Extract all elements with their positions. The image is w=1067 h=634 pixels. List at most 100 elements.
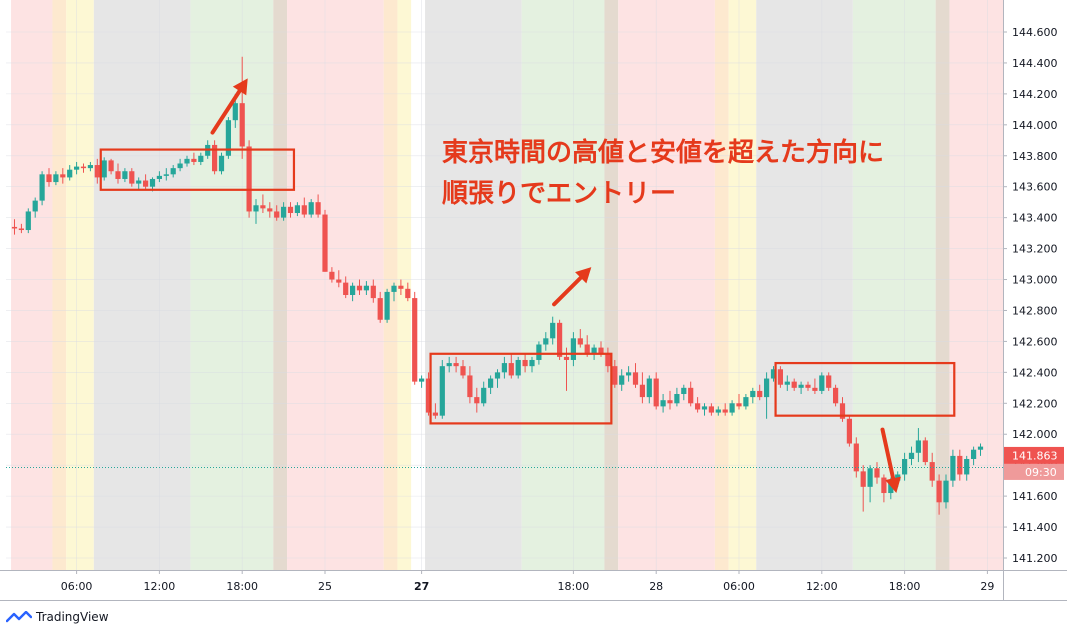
candle-body bbox=[218, 155, 225, 172]
candle-body bbox=[370, 285, 376, 299]
price-tick-label: 143.600 bbox=[1012, 181, 1058, 194]
price-tick-label: 143.200 bbox=[1012, 243, 1058, 256]
time-tick-label: 06:00 bbox=[61, 580, 93, 593]
candle-body bbox=[681, 387, 687, 395]
price-tick-label: 142.200 bbox=[1012, 397, 1058, 410]
candle bbox=[839, 397, 846, 422]
candle bbox=[315, 194, 321, 218]
candle bbox=[626, 366, 632, 382]
candle-body bbox=[281, 206, 287, 218]
axes bbox=[0, 0, 1067, 601]
candle bbox=[784, 375, 790, 391]
candle-body bbox=[122, 171, 128, 179]
candle-body bbox=[101, 160, 107, 178]
arrow-head bbox=[575, 267, 592, 284]
candle bbox=[529, 356, 535, 373]
candle bbox=[370, 279, 376, 303]
candle bbox=[770, 366, 777, 382]
arrow-shaft bbox=[880, 427, 896, 481]
tradingview-logo[interactable]: TradingView bbox=[6, 608, 109, 626]
candle bbox=[74, 161, 80, 175]
candle bbox=[591, 344, 597, 360]
candle-body bbox=[260, 205, 266, 209]
candle bbox=[308, 199, 314, 218]
price-axis[interactable]: 144.600 144.400 144.200 144.000 143.800 143.6… bbox=[1003, 26, 1058, 565]
candle-body bbox=[950, 455, 956, 481]
candle bbox=[605, 347, 611, 373]
candle bbox=[777, 366, 783, 388]
candle bbox=[87, 161, 93, 172]
candle bbox=[805, 381, 811, 391]
candle-body bbox=[274, 211, 280, 218]
candle bbox=[550, 316, 556, 345]
candle-body bbox=[46, 174, 52, 183]
candle bbox=[274, 205, 280, 221]
candle-body bbox=[943, 480, 949, 503]
candle-body bbox=[474, 397, 480, 404]
candle-body bbox=[881, 477, 887, 494]
candle-body bbox=[902, 458, 908, 475]
candle-body bbox=[653, 378, 659, 407]
candle bbox=[419, 375, 425, 388]
candle-body bbox=[129, 171, 135, 184]
candle bbox=[53, 171, 59, 186]
candle bbox=[412, 291, 418, 385]
candle bbox=[543, 332, 549, 351]
candle-body bbox=[688, 387, 694, 404]
candle-body bbox=[722, 409, 728, 413]
price-tick-label: 143.000 bbox=[1012, 274, 1058, 287]
candle bbox=[681, 384, 687, 401]
candle-body bbox=[184, 158, 190, 164]
time-tick-label: 12:00 bbox=[806, 580, 838, 593]
candle bbox=[812, 378, 818, 395]
candle bbox=[508, 353, 514, 379]
candle-body bbox=[384, 291, 390, 320]
candle-body bbox=[439, 366, 445, 416]
candle bbox=[943, 474, 949, 509]
candle-body bbox=[136, 180, 142, 184]
candle-body bbox=[419, 378, 425, 382]
candle bbox=[432, 403, 438, 419]
candle bbox=[67, 165, 73, 181]
candle bbox=[163, 168, 169, 181]
candle-body bbox=[708, 406, 714, 413]
candle-body bbox=[791, 381, 797, 388]
candle-body bbox=[18, 228, 24, 231]
candle-body bbox=[329, 271, 335, 280]
time-tick-label: 29 bbox=[980, 580, 994, 593]
candle-body bbox=[784, 381, 790, 385]
candle bbox=[764, 372, 770, 419]
arrow-head bbox=[232, 78, 248, 96]
candle-body bbox=[764, 378, 770, 398]
candle-body bbox=[432, 412, 438, 416]
candle bbox=[39, 171, 45, 206]
session-band bbox=[190, 0, 274, 570]
candle bbox=[936, 474, 942, 515]
candle bbox=[322, 209, 328, 272]
candle bbox=[25, 208, 31, 234]
candle bbox=[267, 202, 273, 218]
time-axis[interactable]: 06:00 12:00 18:00 25 27 18:00 28 06:00 12:00 18:0… bbox=[61, 570, 995, 593]
candle-body bbox=[936, 480, 942, 503]
candle bbox=[826, 372, 832, 391]
candle bbox=[915, 428, 921, 463]
candle-body bbox=[177, 163, 183, 169]
candle-body bbox=[922, 440, 928, 463]
candle-body bbox=[32, 200, 38, 212]
candle bbox=[653, 372, 659, 410]
candle-body bbox=[287, 206, 294, 214]
annotation-line: 順張りでエントリー bbox=[442, 179, 676, 209]
candle-body bbox=[67, 169, 73, 178]
candle bbox=[964, 455, 970, 481]
candle bbox=[225, 117, 231, 159]
grid-lines bbox=[6, 0, 1003, 570]
candle-body bbox=[170, 168, 176, 175]
candle-body bbox=[543, 338, 549, 345]
candle bbox=[287, 202, 294, 218]
candle bbox=[212, 140, 218, 175]
candle-body bbox=[674, 394, 680, 404]
candle-body bbox=[584, 344, 590, 354]
candle bbox=[177, 158, 183, 172]
candle bbox=[798, 381, 804, 395]
